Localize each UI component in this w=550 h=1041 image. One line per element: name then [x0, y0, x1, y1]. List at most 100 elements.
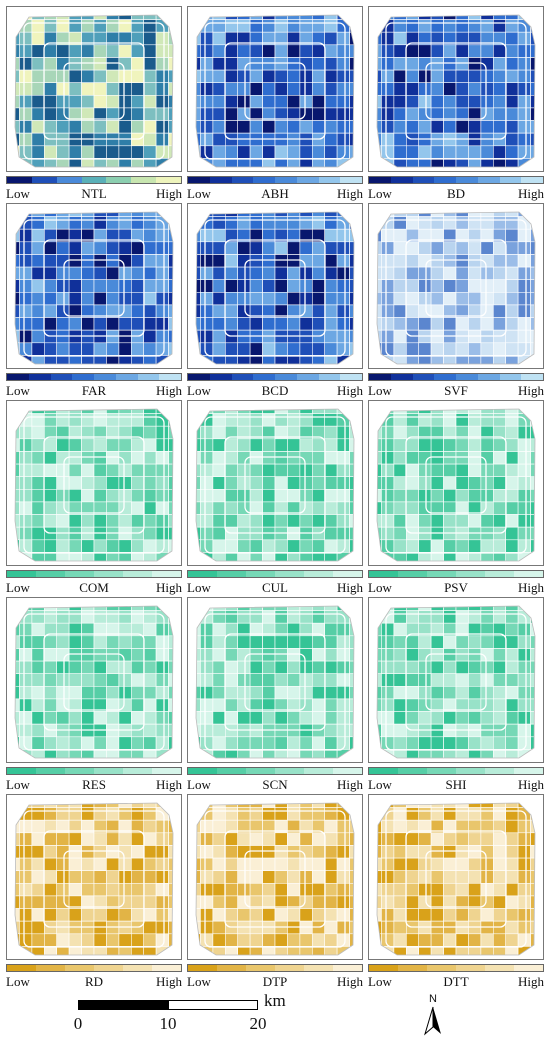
legend-low-label: Low [368, 777, 392, 792]
map-panel-rd: RD Low High [6, 794, 182, 990]
legend-high-label: High [337, 580, 363, 595]
legend-labels: SVF Low High [368, 383, 544, 398]
map-panel-cul: CUL Low High [187, 400, 363, 596]
legend-color-ramp [6, 176, 182, 184]
legend-labels: DTT Low High [368, 974, 544, 989]
legend-color-step [390, 177, 413, 183]
scale-bar-black-segment [78, 1000, 168, 1010]
choropleth-map [14, 605, 174, 759]
legend-labels: COM Low High [6, 580, 182, 595]
legend-color-step [123, 571, 152, 577]
legend-color-step [369, 177, 391, 183]
map-variable-label: SVF [444, 383, 468, 398]
map-frame [6, 794, 182, 960]
map-panel-bd: BD Low High [368, 6, 544, 202]
legend-color-step [499, 177, 522, 183]
legend-color-step [253, 177, 275, 183]
legend-color-step [7, 177, 32, 183]
map-frame [187, 400, 363, 566]
legend-color-step [36, 768, 65, 774]
map-variable-label: CUL [262, 580, 288, 595]
legend-low-label: Low [6, 974, 30, 989]
legend-color-step [131, 177, 157, 183]
legend-color-step [369, 965, 398, 971]
legend-color-step [427, 768, 456, 774]
map-panel-psv: PSV Low High [368, 400, 544, 596]
legend-color-step [123, 965, 152, 971]
legend-color-step [456, 177, 478, 183]
legend-low-label: Low [187, 580, 211, 595]
map-variable-label: FAR [81, 383, 107, 398]
legend-labels: BCD Low High [187, 383, 363, 398]
map-variable-label: DTT [443, 974, 469, 989]
map-frame [187, 6, 363, 172]
legend-color-step [246, 965, 275, 971]
map-variable-label: SHI [445, 777, 467, 792]
map-variable-label: COM [79, 580, 109, 595]
legend-color-step [217, 571, 246, 577]
scale-bar-unit: km [264, 991, 286, 1010]
legend-high-label: High [518, 580, 544, 595]
legend-color-step [275, 571, 304, 577]
legend-color-step [333, 768, 362, 774]
legend-color-step [246, 768, 275, 774]
legend-high-label: High [337, 974, 363, 989]
legend-high-label: High [518, 777, 544, 792]
legend-low-label: Low [6, 383, 30, 398]
map-variable-label: ABH [261, 186, 289, 201]
legend-labels: RES Low High [6, 777, 182, 792]
legend-high-label: High [518, 186, 544, 201]
north-arrow-icon [424, 1006, 441, 1036]
legend-low-label: Low [6, 186, 30, 201]
legend-color-step [412, 374, 435, 380]
legend-low-label: Low [6, 777, 30, 792]
legend-color-step [94, 571, 123, 577]
legend-color-step [217, 768, 246, 774]
legend-color-ramp [6, 570, 182, 578]
legend-color-step [333, 965, 362, 971]
map-frame [6, 597, 182, 763]
legend-labels: FAR Low High [6, 383, 182, 398]
legend-low-label: Low [187, 974, 211, 989]
legend-low-label: Low [368, 383, 392, 398]
legend-color-step [231, 374, 254, 380]
legend-color-step [521, 374, 543, 380]
legend-color-step [106, 177, 132, 183]
legend-high-label: High [156, 186, 182, 201]
choropleth-map [195, 14, 355, 168]
map-frame [187, 597, 363, 763]
legend-color-step [427, 965, 456, 971]
map-panel-res: RES Low High [6, 597, 182, 793]
legend-color-step [398, 571, 427, 577]
map-panel-dtt: DTT Low High [368, 794, 544, 990]
legend-high-label: High [156, 383, 182, 398]
legend-color-step [188, 571, 217, 577]
legend-high-label: High [156, 777, 182, 792]
map-panel-scn: SCN Low High [187, 597, 363, 793]
choropleth-map [195, 605, 355, 759]
legend-color-step [521, 177, 543, 183]
legend-color-step [275, 177, 297, 183]
legend-labels: RD Low High [6, 974, 182, 989]
legend-color-step [456, 965, 485, 971]
map-frame [6, 6, 182, 172]
choropleth-map [376, 802, 536, 956]
map-variable-label: NTL [81, 186, 107, 201]
map-frame [368, 794, 544, 960]
choropleth-map [195, 211, 355, 365]
legend-color-step [456, 374, 478, 380]
legend-low-label: Low [187, 383, 211, 398]
legend-color-step [28, 374, 51, 380]
legend-color-step [56, 177, 82, 183]
legend-color-ramp [6, 767, 182, 775]
legend-color-ramp [368, 570, 544, 578]
legend-color-step [333, 571, 362, 577]
legend-color-ramp [6, 373, 182, 381]
legend-color-step [456, 571, 485, 577]
legend-color-step [246, 571, 275, 577]
legend-color-step [36, 965, 65, 971]
legend-color-ramp [187, 176, 363, 184]
legend-color-step [188, 374, 210, 380]
map-panel-dtp: DTP Low High [187, 794, 363, 990]
legend-color-step [340, 374, 362, 380]
